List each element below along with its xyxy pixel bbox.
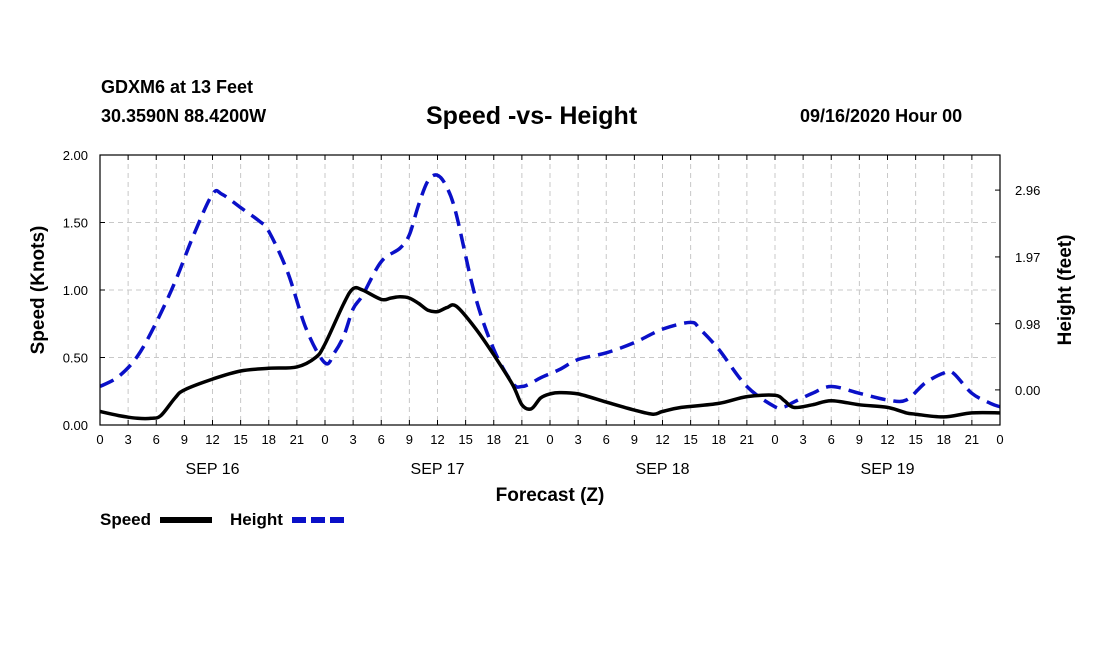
x-tick-label: 0 [771, 432, 778, 447]
y2-tick-label: 1.97 [1015, 250, 1040, 265]
y-axis-title: Speed (Knots) [28, 226, 49, 355]
day-label: SEP 19 [861, 461, 915, 478]
x-tick-label: 0 [96, 432, 103, 447]
y2-tick-label: 0.00 [1015, 383, 1040, 398]
station-label: GDXM6 at 13 Feet [101, 77, 254, 97]
day-label: SEP 18 [636, 461, 690, 478]
x-tick-label: 0 [546, 432, 553, 447]
y-tick-label: 2.00 [63, 148, 88, 163]
y-tick-label: 0.50 [63, 351, 88, 366]
x-tick-label: 15 [233, 432, 247, 447]
x-tick-label: 3 [800, 432, 807, 447]
x-tick-label: 15 [908, 432, 922, 447]
x-tick-label: 18 [712, 432, 726, 447]
x-tick-label: 21 [965, 432, 979, 447]
forecast-datetime: 09/16/2020 Hour 00 [800, 106, 963, 126]
x-tick-label: 3 [350, 432, 357, 447]
plot-frame [99, 154, 1001, 426]
y-tick-label: 0.00 [63, 418, 88, 433]
x-axis-title: Forecast (Z) [496, 485, 605, 506]
x-tick-label: 18 [262, 432, 276, 447]
legend-label-height: Height [230, 510, 283, 529]
y2-axis-title: Height (feet) [1055, 235, 1076, 346]
x-tick-label: 6 [603, 432, 610, 447]
day-label: SEP 16 [186, 461, 240, 478]
day-label: SEP 17 [411, 461, 465, 478]
y2-tick-label: 2.96 [1015, 183, 1040, 198]
x-tick-label: 15 [458, 432, 472, 447]
height-series-line [100, 173, 1000, 411]
x-tick-label: 0 [321, 432, 328, 447]
x-tick-label: 3 [125, 432, 132, 447]
x-tick-label: 9 [856, 432, 863, 447]
x-tick-label: 21 [515, 432, 529, 447]
x-tick-label: 18 [487, 432, 501, 447]
coordinates-label: 30.3590N 88.4200W [101, 106, 267, 126]
speed-series-line [100, 285, 1000, 421]
x-tick-label: 12 [205, 432, 219, 447]
x-tick-label: 9 [406, 432, 413, 447]
y-tick-label: 1.00 [63, 283, 88, 298]
x-tick-label: 12 [430, 432, 444, 447]
x-tick-label: 15 [683, 432, 697, 447]
legend-label-speed: Speed [100, 510, 151, 529]
x-tick-label: 3 [575, 432, 582, 447]
x-tick-label: 12 [880, 432, 894, 447]
y-tick-label: 1.50 [63, 216, 88, 231]
x-tick-label: 12 [655, 432, 669, 447]
x-tick-label: 21 [290, 432, 304, 447]
y2-tick-label: 0.98 [1015, 317, 1040, 332]
x-tick-label: 9 [631, 432, 638, 447]
x-tick-label: 6 [828, 432, 835, 447]
chart-title: Speed -vs- Height [426, 102, 638, 130]
x-tick-label: 6 [153, 432, 160, 447]
x-tick-label: 6 [378, 432, 385, 447]
x-tick-label: 21 [740, 432, 754, 447]
x-tick-label: 18 [937, 432, 951, 447]
x-tick-label: 0 [996, 432, 1003, 447]
x-tick-label: 9 [181, 432, 188, 447]
